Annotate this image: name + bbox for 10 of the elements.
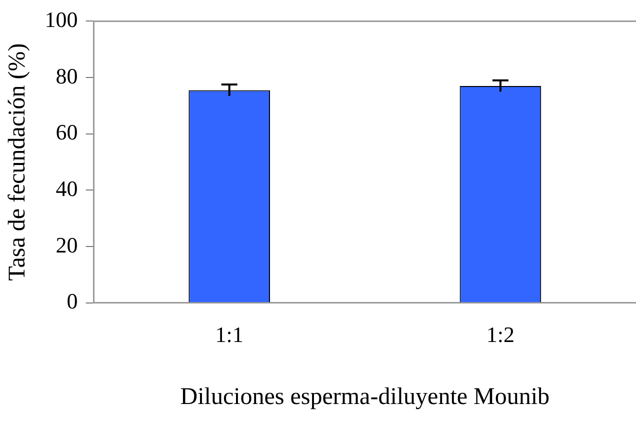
y-tick-label: 80	[56, 63, 78, 88]
y-tick-label: 20	[56, 232, 78, 258]
x-axis-title: Diluciones esperma-diluyente Mounib	[180, 384, 550, 410]
y-tick-label: 100	[44, 6, 78, 32]
y-tick-label: 40	[56, 176, 78, 201]
y-tick-label: 60	[56, 120, 78, 145]
y-axis-title: Tasa de fecundación (%)	[4, 43, 31, 281]
x-tick-label: 1:1	[215, 322, 244, 347]
x-tick-label: 1:2	[486, 322, 515, 347]
y-tick-label: 0	[66, 288, 78, 314]
